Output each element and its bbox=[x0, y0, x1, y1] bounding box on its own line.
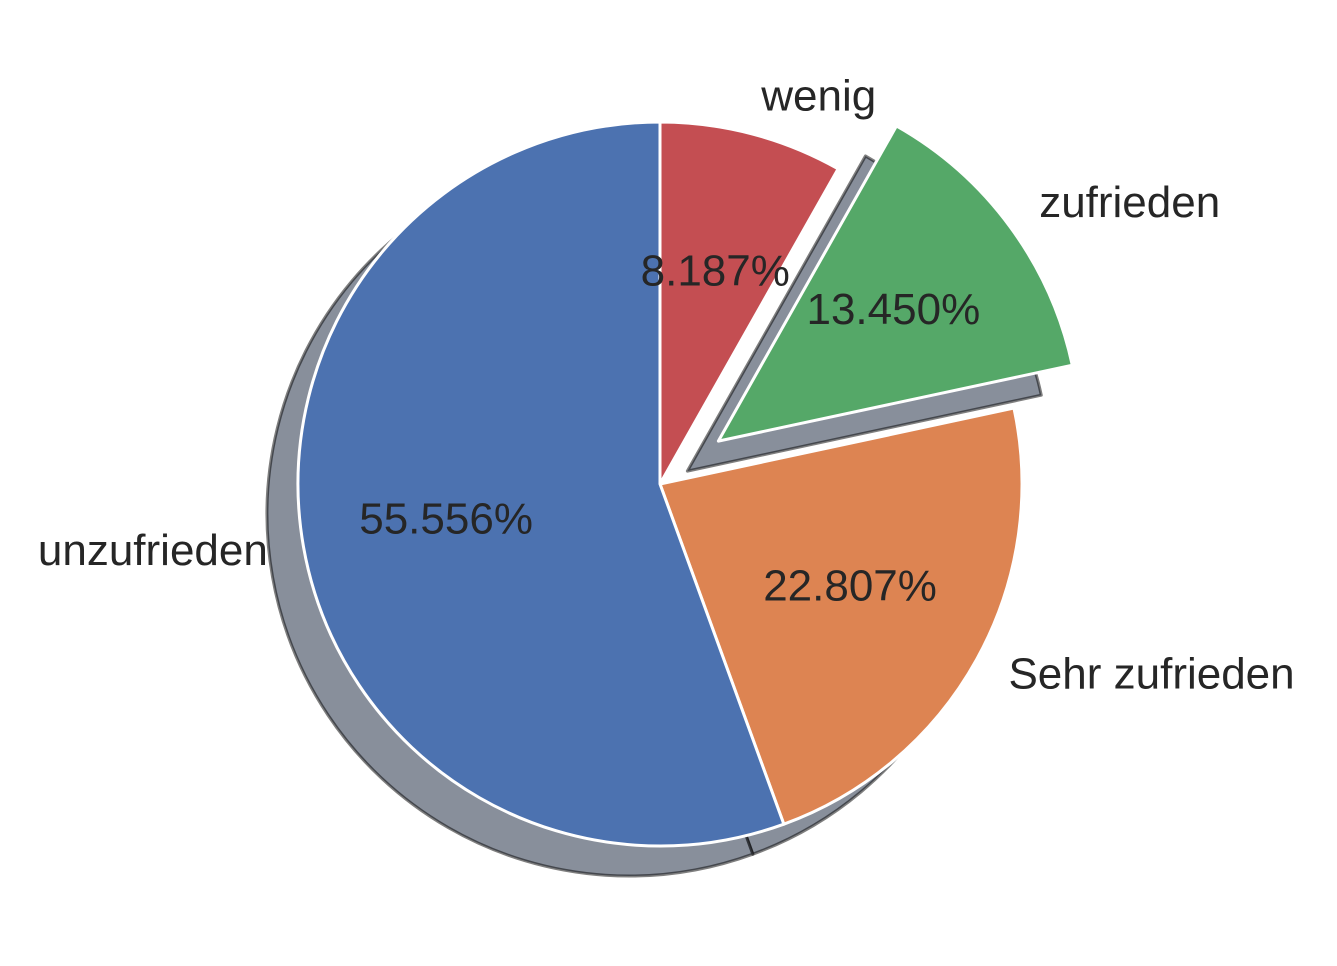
pie-slice-wenig bbox=[658, 120, 840, 486]
pct-label-sehr-zufrieden: 22.807% bbox=[763, 562, 937, 611]
category-label-wenig: wenig bbox=[760, 72, 876, 121]
label-layer: 8.187% wenig 13.450% zufrieden 22.807% Sehr z… bbox=[38, 72, 1295, 699]
pct-label-wenig: 8.187% bbox=[641, 247, 790, 296]
category-label-zufrieden: zufrieden bbox=[1039, 178, 1220, 227]
pie-slice-sehr-zufrieden bbox=[658, 406, 1024, 826]
pie-slice-unzufrieden bbox=[296, 120, 786, 848]
pie-slice-zufrieden bbox=[716, 124, 1074, 443]
pct-label-zufrieden: 13.450% bbox=[806, 285, 980, 334]
pct-label-unzufrieden: 55.556% bbox=[359, 494, 533, 543]
slice-layer bbox=[296, 120, 1074, 848]
category-label-unzufrieden: unzufrieden bbox=[38, 526, 268, 575]
category-label-sehr-zufrieden: Sehr zufrieden bbox=[1008, 649, 1294, 698]
